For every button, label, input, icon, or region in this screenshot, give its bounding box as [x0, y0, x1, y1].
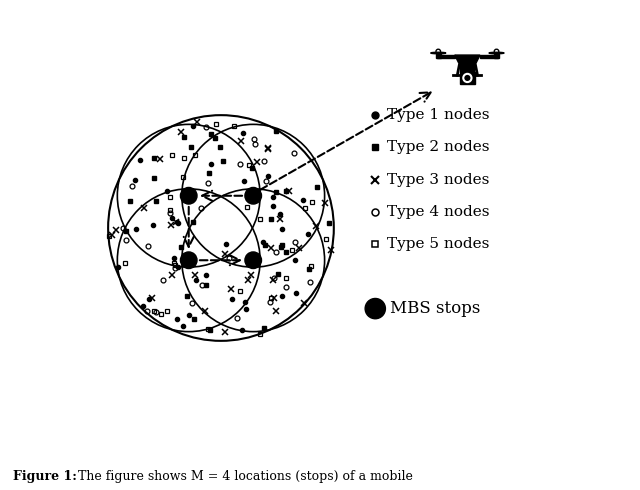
Text: Type 1 nodes: Type 1 nodes [387, 108, 490, 122]
Bar [480, 54, 498, 57]
Ellipse shape [489, 52, 504, 54]
Circle shape [180, 188, 197, 204]
Circle shape [180, 252, 197, 269]
Text: The figure shows M = 4 locations (stops) of a mobile: The figure shows M = 4 locations (stops)… [74, 470, 412, 483]
Circle shape [245, 188, 262, 204]
Bar [460, 72, 475, 84]
Text: MBS stops: MBS stops [390, 300, 481, 317]
Text: Type 4 nodes: Type 4 nodes [387, 205, 490, 219]
Ellipse shape [431, 52, 446, 54]
Text: Type 5 nodes: Type 5 nodes [387, 237, 489, 251]
Polygon shape [455, 55, 480, 63]
Text: Type 2 nodes: Type 2 nodes [387, 141, 490, 154]
Circle shape [245, 252, 262, 269]
Bar [436, 54, 441, 57]
Circle shape [365, 298, 385, 318]
Text: Figure 1:: Figure 1: [13, 470, 77, 483]
Bar [437, 54, 455, 57]
Bar [494, 54, 499, 57]
Text: Type 3 nodes: Type 3 nodes [387, 172, 489, 187]
Bar [461, 63, 474, 72]
